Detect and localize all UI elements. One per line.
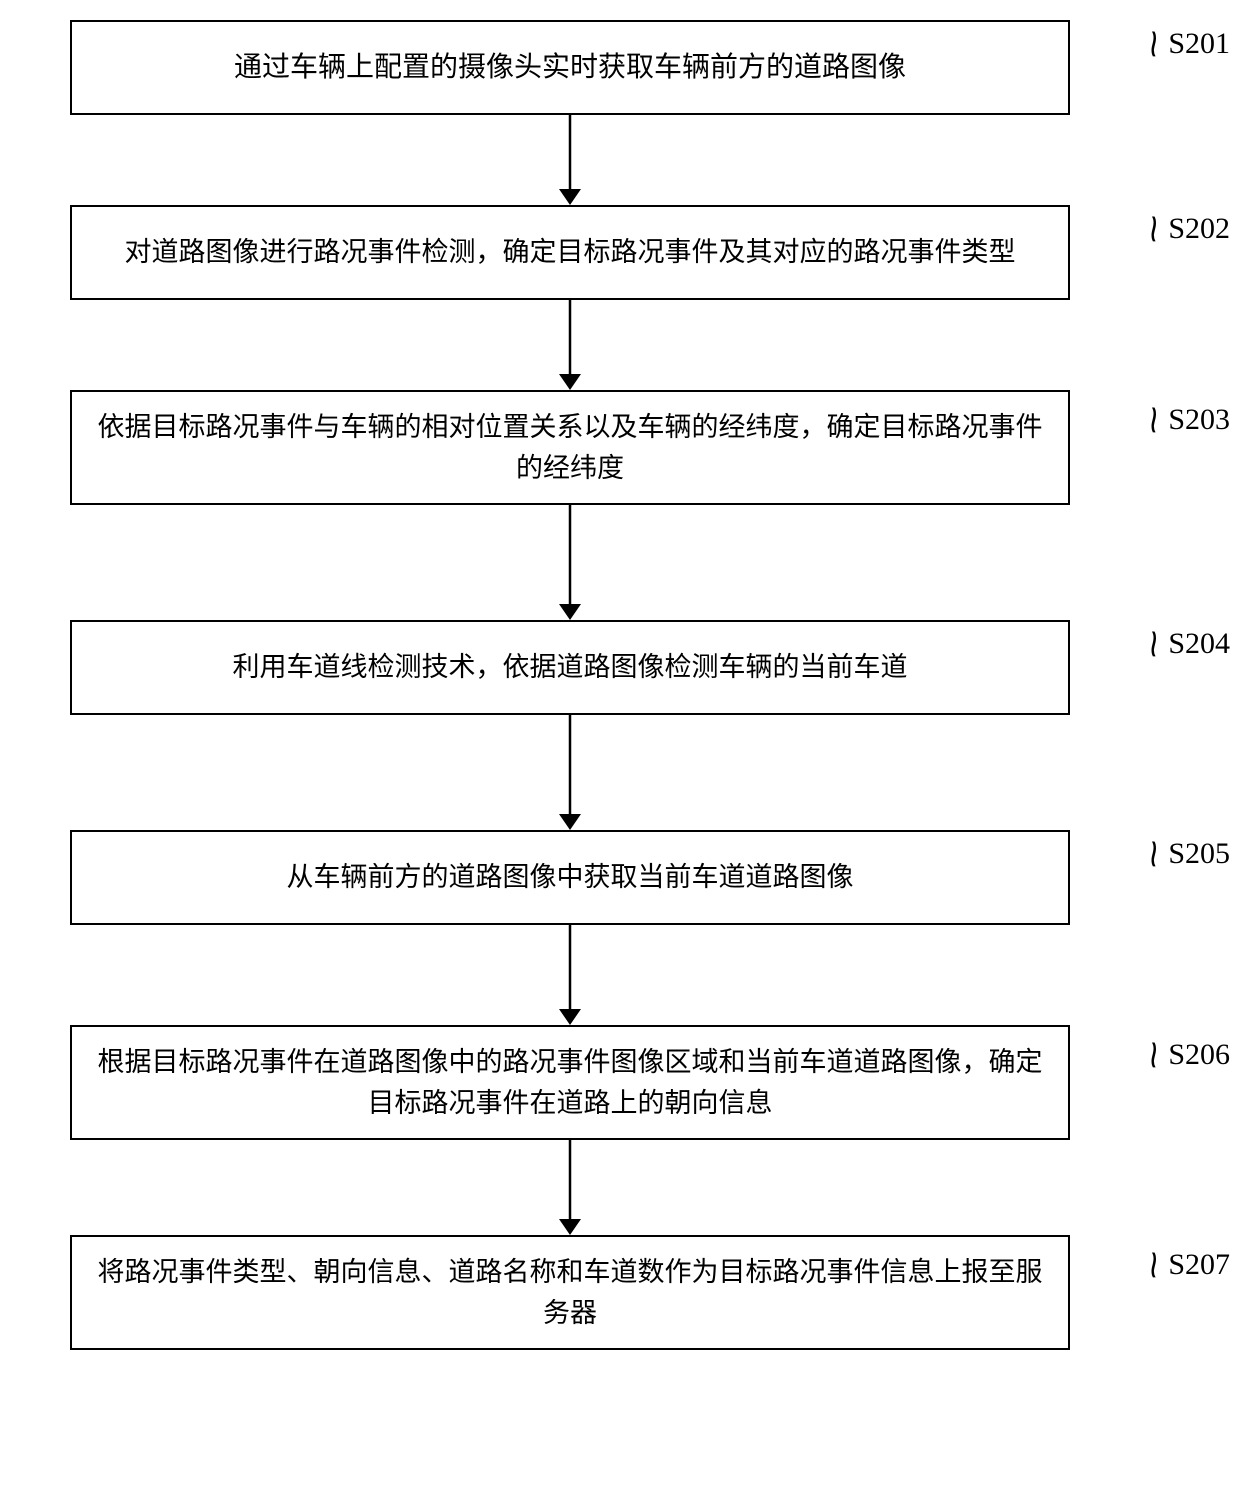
arrow-2	[70, 300, 1070, 390]
step-label-s206: ~ S206	[1143, 1037, 1230, 1073]
step-text: 将路况事件类型、朝向信息、道路名称和车道数作为目标路况事件信息上报至服务器	[92, 1252, 1048, 1333]
step-id: S203	[1168, 403, 1230, 437]
step-label-s205: ~ S205	[1143, 836, 1230, 872]
step-id: S206	[1168, 1038, 1230, 1072]
step-id: S205	[1168, 837, 1230, 871]
tilde-icon: ~	[1136, 29, 1172, 58]
step-id: S204	[1168, 627, 1230, 661]
tilde-icon: ~	[1136, 214, 1172, 243]
tilde-icon: ~	[1136, 405, 1172, 434]
step-row-1: 通过车辆上配置的摄像头实时获取车辆前方的道路图像 ~ S201	[70, 20, 1170, 115]
step-row-6: 根据目标路况事件在道路图像中的路况事件图像区域和当前车道道路图像，确定目标路况事…	[70, 1025, 1170, 1140]
step-box-s206: 根据目标路况事件在道路图像中的路况事件图像区域和当前车道道路图像，确定目标路况事…	[70, 1025, 1070, 1140]
step-box-s201: 通过车辆上配置的摄像头实时获取车辆前方的道路图像	[70, 20, 1070, 115]
step-label-s204: ~ S204	[1143, 626, 1230, 662]
arrow-1	[70, 115, 1070, 205]
step-box-s203: 依据目标路况事件与车辆的相对位置关系以及车辆的经纬度，确定目标路况事件的经纬度	[70, 390, 1070, 505]
step-label-s203: ~ S203	[1143, 402, 1230, 438]
flowchart-container: 通过车辆上配置的摄像头实时获取车辆前方的道路图像 ~ S201 对道路图像进行路…	[70, 20, 1170, 1350]
step-row-4: 利用车道线检测技术，依据道路图像检测车辆的当前车道 ~ S204	[70, 620, 1170, 715]
step-row-2: 对道路图像进行路况事件检测，确定目标路况事件及其对应的路况事件类型 ~ S202	[70, 205, 1170, 300]
tilde-icon: ~	[1136, 1040, 1172, 1069]
step-box-s207: 将路况事件类型、朝向信息、道路名称和车道数作为目标路况事件信息上报至服务器	[70, 1235, 1070, 1350]
step-row-5: 从车辆前方的道路图像中获取当前车道道路图像 ~ S205	[70, 830, 1170, 925]
step-label-s202: ~ S202	[1143, 211, 1230, 247]
tilde-icon: ~	[1136, 839, 1172, 868]
step-id: S202	[1168, 212, 1230, 246]
arrow-5	[70, 925, 1070, 1025]
step-text: 对道路图像进行路况事件检测，确定目标路况事件及其对应的路况事件类型	[125, 232, 1016, 273]
arrow-down-icon	[558, 300, 582, 390]
arrow-down-icon	[558, 925, 582, 1025]
step-id: S201	[1168, 27, 1230, 61]
arrow-down-icon	[558, 1140, 582, 1235]
step-text: 根据目标路况事件在道路图像中的路况事件图像区域和当前车道道路图像，确定目标路况事…	[92, 1042, 1048, 1123]
step-box-s202: 对道路图像进行路况事件检测，确定目标路况事件及其对应的路况事件类型	[70, 205, 1070, 300]
arrow-6	[70, 1140, 1070, 1235]
step-text: 利用车道线检测技术，依据道路图像检测车辆的当前车道	[233, 647, 908, 688]
step-id: S207	[1168, 1248, 1230, 1282]
arrow-down-icon	[558, 715, 582, 830]
step-label-s201: ~ S201	[1143, 26, 1230, 62]
tilde-icon: ~	[1136, 629, 1172, 658]
step-text: 通过车辆上配置的摄像头实时获取车辆前方的道路图像	[234, 47, 906, 89]
step-text: 从车辆前方的道路图像中获取当前车道道路图像	[287, 857, 854, 898]
arrow-3	[70, 505, 1070, 620]
step-text: 依据目标路况事件与车辆的相对位置关系以及车辆的经纬度，确定目标路况事件的经纬度	[92, 407, 1048, 488]
arrow-down-icon	[558, 505, 582, 620]
tilde-icon: ~	[1136, 1250, 1172, 1279]
step-row-3: 依据目标路况事件与车辆的相对位置关系以及车辆的经纬度，确定目标路况事件的经纬度 …	[70, 390, 1170, 505]
arrow-down-icon	[558, 115, 582, 205]
arrow-4	[70, 715, 1070, 830]
step-box-s204: 利用车道线检测技术，依据道路图像检测车辆的当前车道	[70, 620, 1070, 715]
step-label-s207: ~ S207	[1143, 1247, 1230, 1283]
step-box-s205: 从车辆前方的道路图像中获取当前车道道路图像	[70, 830, 1070, 925]
step-row-7: 将路况事件类型、朝向信息、道路名称和车道数作为目标路况事件信息上报至服务器 ~ …	[70, 1235, 1170, 1350]
